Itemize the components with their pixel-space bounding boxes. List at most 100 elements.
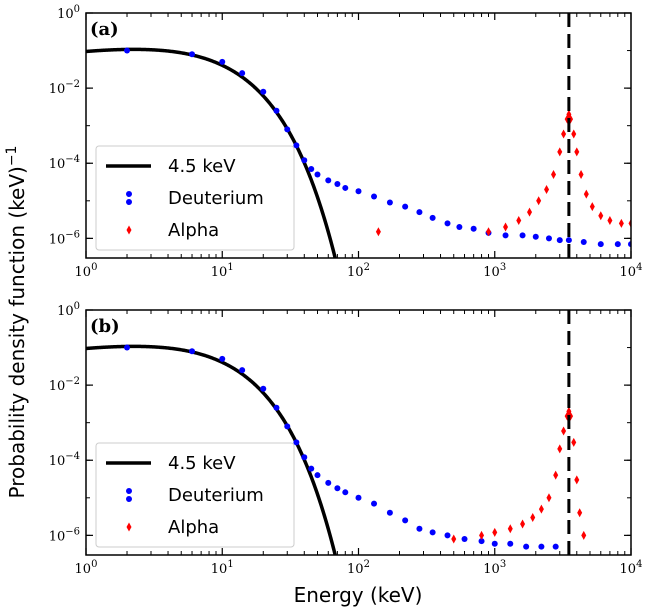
alpha-point	[544, 184, 550, 194]
alpha-point	[503, 222, 509, 232]
deuterium-point	[284, 126, 291, 133]
alpha-point	[571, 437, 577, 447]
x-tick-label: 101	[211, 559, 234, 577]
alpha-point	[607, 215, 613, 225]
deuterium-point	[273, 107, 280, 114]
deuterium-point	[538, 543, 545, 550]
deuterium-point	[308, 465, 315, 472]
legend-entry-label: Alpha	[168, 517, 219, 538]
alpha-point	[557, 444, 563, 454]
deuterium-point	[308, 166, 315, 173]
deuterium-point	[565, 237, 572, 244]
deuterium-point	[342, 489, 349, 496]
axes-frame	[85, 309, 632, 556]
deuterium-point	[334, 181, 341, 188]
panel-a: 100 101 102 103 104 10−6 10−4 10−2 100 (a) 4.5 keV…	[49, 4, 643, 280]
alpha-point	[589, 202, 595, 212]
alpha-point	[583, 189, 589, 199]
deuterium-point	[444, 220, 451, 227]
deuterium-point	[597, 241, 604, 248]
deuterium-point	[456, 224, 463, 231]
x-tick-label: 101	[211, 262, 234, 280]
alpha-point	[574, 475, 580, 485]
legend-deuterium-marker	[126, 199, 132, 205]
alpha-point	[507, 524, 513, 534]
y-tick-label: 10−6	[49, 229, 80, 247]
deuterium-point	[470, 225, 477, 232]
deuterium-point	[314, 472, 321, 479]
deuterium-point	[523, 543, 530, 550]
legend-entry-label: Alpha	[168, 220, 219, 241]
alpha-point	[557, 147, 563, 157]
alpha-point	[516, 215, 522, 225]
deuterium-point	[444, 532, 451, 539]
legend-alpha-marker	[126, 225, 132, 235]
alpha-point	[479, 530, 485, 540]
deuterium-point	[260, 88, 267, 95]
legend-entry-label: Deuterium	[168, 485, 264, 506]
alpha-point	[527, 207, 533, 217]
x-axis-label: Energy (keV)	[294, 583, 423, 607]
legend-deuterium-marker	[126, 191, 132, 197]
alpha-point	[536, 196, 542, 206]
deuterium-point	[189, 51, 196, 58]
deuterium-point	[371, 500, 378, 507]
legend-alpha-marker	[126, 522, 132, 532]
alpha-point	[598, 211, 604, 221]
deuterium-point	[429, 529, 436, 536]
deuterium-point	[325, 479, 332, 486]
deuterium-point	[219, 58, 226, 65]
deuterium-point	[124, 47, 131, 54]
deuterium-point	[301, 157, 308, 164]
deuterium-point	[556, 237, 563, 244]
plot-area	[86, 310, 587, 555]
deuterium-point	[371, 193, 378, 200]
deuterium-point	[545, 235, 552, 242]
deuterium-point	[239, 367, 246, 374]
y-tick-label: 10−4	[49, 154, 80, 172]
deuterium-point	[219, 355, 226, 362]
deuterium-point	[189, 348, 196, 355]
alpha-point	[561, 426, 567, 436]
deuterium-point	[284, 423, 291, 430]
alpha-point	[551, 170, 557, 180]
deuterium-point	[386, 199, 393, 206]
alpha-point	[538, 504, 544, 514]
deuterium-point	[519, 232, 526, 239]
panel-label: (a)	[90, 19, 119, 40]
deuterium-point	[429, 214, 436, 221]
deuterium-point	[502, 232, 509, 239]
x-tick-label: 100	[75, 559, 98, 577]
alpha-point	[581, 530, 587, 540]
alpha-point	[486, 227, 492, 237]
panel-b: 100 101 102 103 104 10−6 10−4 10−2 100 (b) 4.5 keV…	[49, 301, 643, 577]
deuterium-point	[273, 404, 280, 411]
legend-box	[95, 442, 295, 548]
y-axis-label: Probability density function (keV)−1	[4, 146, 29, 499]
alpha-point	[530, 512, 536, 522]
deuterium-point	[507, 540, 514, 547]
alpha-point	[566, 109, 572, 119]
deuterium-point	[461, 536, 468, 543]
deuterium-point	[334, 485, 341, 492]
deuterium-point	[260, 385, 267, 392]
deuterium-point	[402, 203, 409, 210]
alpha-point	[571, 129, 577, 139]
x-tick-label: 104	[620, 559, 643, 577]
legend-deuterium-marker	[126, 496, 132, 502]
deuterium-point	[355, 188, 362, 195]
deuterium-point	[355, 494, 362, 501]
legend-entry-label: Deuterium	[168, 188, 264, 209]
deuterium-point	[491, 540, 498, 547]
x-tick-label: 102	[347, 559, 370, 577]
panel-label: (b)	[90, 316, 120, 337]
y-tick-label: 100	[57, 4, 80, 22]
deuterium-point	[314, 171, 321, 178]
x-tick-label: 103	[483, 559, 506, 577]
legend-entry-label: 4.5 keV	[168, 156, 236, 177]
deuterium-point	[293, 439, 300, 446]
deuterium-point	[325, 177, 332, 184]
x-tick-label: 103	[483, 262, 506, 280]
legend-box	[95, 145, 295, 251]
